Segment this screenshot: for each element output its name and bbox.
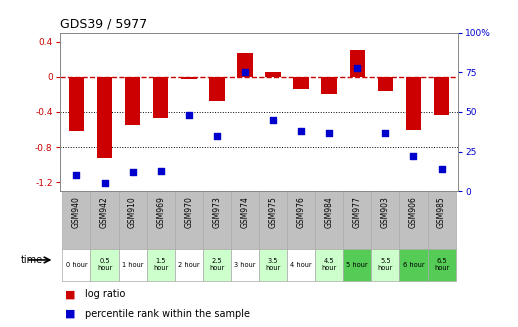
Bar bbox=[399, 249, 427, 281]
Bar bbox=[265, 72, 281, 77]
Point bbox=[297, 129, 305, 134]
Bar bbox=[203, 249, 231, 281]
Text: 6 hour: 6 hour bbox=[402, 262, 424, 268]
Bar bbox=[399, 191, 427, 249]
Point bbox=[325, 130, 334, 135]
Bar bbox=[231, 249, 259, 281]
Text: GSM973: GSM973 bbox=[212, 196, 221, 228]
Bar bbox=[125, 77, 140, 125]
Point bbox=[437, 166, 445, 172]
Text: GSM984: GSM984 bbox=[325, 196, 334, 228]
Text: 5 hour: 5 hour bbox=[347, 262, 368, 268]
Text: 2 hour: 2 hour bbox=[178, 262, 199, 268]
Point bbox=[73, 173, 81, 178]
Bar bbox=[237, 53, 253, 77]
Text: percentile rank within the sample: percentile rank within the sample bbox=[85, 309, 251, 319]
Point bbox=[128, 170, 137, 175]
Bar bbox=[69, 77, 84, 131]
Text: 2.5
hour: 2.5 hour bbox=[209, 258, 224, 271]
Bar bbox=[119, 249, 147, 281]
Text: 4.5
hour: 4.5 hour bbox=[322, 258, 337, 271]
Text: GSM903: GSM903 bbox=[381, 196, 390, 228]
Text: 0 hour: 0 hour bbox=[66, 262, 87, 268]
Bar bbox=[406, 77, 421, 129]
Bar bbox=[371, 249, 399, 281]
Point bbox=[184, 112, 193, 118]
Bar bbox=[203, 191, 231, 249]
Text: GSM977: GSM977 bbox=[353, 196, 362, 228]
Text: GDS39 / 5977: GDS39 / 5977 bbox=[60, 17, 147, 30]
Point bbox=[100, 181, 109, 186]
Text: 4 hour: 4 hour bbox=[290, 262, 312, 268]
Point bbox=[156, 168, 165, 173]
Text: 3 hour: 3 hour bbox=[234, 262, 256, 268]
Text: 0.5
hour: 0.5 hour bbox=[97, 258, 112, 271]
Text: GSM942: GSM942 bbox=[100, 196, 109, 228]
Text: GSM974: GSM974 bbox=[240, 196, 250, 228]
Text: log ratio: log ratio bbox=[85, 289, 126, 299]
Text: GSM910: GSM910 bbox=[128, 196, 137, 228]
Text: GSM985: GSM985 bbox=[437, 196, 446, 228]
Bar bbox=[119, 191, 147, 249]
Bar bbox=[343, 191, 371, 249]
Bar bbox=[378, 77, 393, 91]
Bar bbox=[209, 77, 225, 101]
Bar bbox=[287, 249, 315, 281]
Bar bbox=[62, 249, 91, 281]
Bar bbox=[293, 77, 309, 89]
Point bbox=[213, 133, 221, 138]
Point bbox=[241, 70, 249, 75]
Bar bbox=[371, 191, 399, 249]
Point bbox=[381, 130, 390, 135]
Bar bbox=[315, 249, 343, 281]
Bar bbox=[231, 191, 259, 249]
Text: GSM969: GSM969 bbox=[156, 196, 165, 228]
Bar bbox=[343, 249, 371, 281]
Bar bbox=[181, 77, 196, 79]
Bar bbox=[153, 77, 168, 118]
Bar bbox=[427, 249, 456, 281]
Text: ■: ■ bbox=[65, 289, 75, 299]
Bar bbox=[91, 249, 119, 281]
Bar bbox=[97, 77, 112, 158]
Bar bbox=[259, 191, 287, 249]
Text: ■: ■ bbox=[65, 309, 75, 319]
Text: 3.5
hour: 3.5 hour bbox=[265, 258, 281, 271]
Bar bbox=[287, 191, 315, 249]
Bar bbox=[434, 77, 449, 115]
Text: GSM906: GSM906 bbox=[409, 196, 418, 228]
Bar bbox=[62, 191, 91, 249]
Bar bbox=[147, 191, 175, 249]
Text: GSM976: GSM976 bbox=[297, 196, 306, 228]
Point bbox=[409, 154, 418, 159]
Bar bbox=[315, 191, 343, 249]
Text: GSM975: GSM975 bbox=[268, 196, 278, 228]
Bar bbox=[175, 249, 203, 281]
Text: GSM970: GSM970 bbox=[184, 196, 193, 228]
Text: 5.5
hour: 5.5 hour bbox=[378, 258, 393, 271]
Text: 6.5
hour: 6.5 hour bbox=[434, 258, 449, 271]
Bar bbox=[147, 249, 175, 281]
Bar bbox=[175, 191, 203, 249]
Text: 1.5
hour: 1.5 hour bbox=[153, 258, 168, 271]
Bar bbox=[322, 77, 337, 95]
Bar bbox=[350, 50, 365, 77]
Bar bbox=[91, 191, 119, 249]
Text: time: time bbox=[21, 255, 43, 265]
Text: 1 hour: 1 hour bbox=[122, 262, 143, 268]
Text: GSM940: GSM940 bbox=[72, 196, 81, 228]
Bar bbox=[259, 249, 287, 281]
Point bbox=[269, 117, 277, 123]
Point bbox=[353, 65, 362, 70]
Bar bbox=[427, 191, 456, 249]
